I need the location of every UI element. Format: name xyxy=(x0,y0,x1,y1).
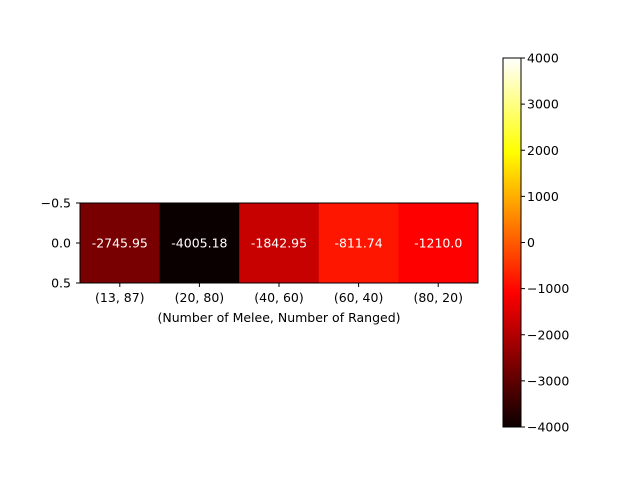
x-axis-label: (Number of Melee, Number of Ranged) xyxy=(158,310,401,325)
y-tick-label: 0.0 xyxy=(51,236,71,251)
x-tick-label: (80, 20) xyxy=(413,290,463,305)
cell-value-label: -811.74 xyxy=(334,236,382,251)
cell-value-label: -1842.95 xyxy=(251,236,307,251)
heatmap-cell xyxy=(80,203,161,283)
x-tick-label: (60, 40) xyxy=(334,290,384,305)
colorbar-ticks: 4000 3000 2000 1000 0 −1000 −2000 −3000 −4000 xyxy=(521,51,569,435)
colorbar: 4000 3000 2000 1000 0 −1000 −2000 −3000 −4000 xyxy=(502,51,569,435)
colorbar-tick-label: 3000 xyxy=(527,97,559,112)
colorbar-tick-label: 4000 xyxy=(527,51,559,66)
colorbar-tick-label: 0 xyxy=(527,235,535,250)
colorbar-tick-label: −4000 xyxy=(527,420,569,435)
heatmap-cell xyxy=(398,203,479,283)
heatmap-cell xyxy=(318,203,399,283)
colorbar-tick-label: −2000 xyxy=(527,327,569,342)
heatmap-cell xyxy=(159,203,240,283)
x-tick-label: (20, 80) xyxy=(175,290,225,305)
colorbar-tick-label: −1000 xyxy=(527,281,569,296)
heatmap-plot-area: -2745.95 -4005.18 -1842.95 -811.74 -1210.0 xyxy=(79,202,479,284)
colorbar-tick-label: 1000 xyxy=(527,189,559,204)
heatmap-cells: -2745.95 -4005.18 -1842.95 -811.74 -1210.0 xyxy=(80,203,479,283)
y-tick-label: 0.5 xyxy=(51,276,71,291)
colorbar-gradient xyxy=(503,58,521,427)
y-axis: −0.5 0.0 0.5 xyxy=(41,196,80,291)
heatmap-cell xyxy=(239,203,320,283)
x-tick-label: (40, 60) xyxy=(254,290,304,305)
colorbar-tick-label: −3000 xyxy=(527,373,569,388)
cell-value-label: -2745.95 xyxy=(92,236,148,251)
x-axis: (13, 87) (20, 80) (40, 60) (60, 40) (80, 20) xyxy=(95,283,463,305)
cell-value-label: -1210.0 xyxy=(414,236,462,251)
x-tick-label: (13, 87) xyxy=(95,290,145,305)
colorbar-tick-label: 2000 xyxy=(527,143,559,158)
y-tick-label: −0.5 xyxy=(41,196,71,211)
cell-value-label: -4005.18 xyxy=(171,236,227,251)
